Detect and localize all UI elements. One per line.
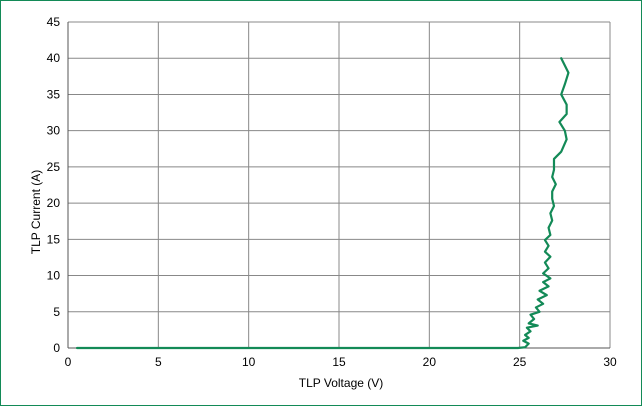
y-axis-label: TLP Current (A) (29, 170, 43, 254)
x-tick-label-15: 15 (332, 355, 346, 369)
x-tick-label-0: 0 (65, 355, 72, 369)
series-layer (75, 57, 570, 350)
grid (67, 21, 611, 349)
x-tick-label-25: 25 (513, 355, 527, 369)
y-tick-label-20: 20 (47, 196, 61, 210)
y-tick-label-5: 5 (53, 305, 60, 319)
y-tick-label-45: 45 (47, 15, 61, 29)
y-tick-label-25: 25 (47, 160, 61, 174)
x-tick-label-20: 20 (423, 355, 437, 369)
x-tick-label-5: 5 (155, 355, 162, 369)
series-line-0 (75, 57, 570, 350)
y-tick-label-10: 10 (47, 269, 61, 283)
x-tick-label-10: 10 (242, 355, 256, 369)
y-tick-label-35: 35 (47, 87, 61, 101)
y-tick-label-15: 15 (47, 232, 61, 246)
y-tick-label-40: 40 (47, 51, 61, 65)
y-tick-label-30: 30 (47, 124, 61, 138)
y-tick-label-0: 0 (53, 341, 60, 355)
x-tick-label-30: 30 (603, 355, 617, 369)
tick-labels: 0 5 10 15 20 25 30 0 5 10 15 20 25 30 35 40 45 (47, 15, 617, 369)
x-axis-label: TLP Voltage (V) (299, 376, 384, 390)
